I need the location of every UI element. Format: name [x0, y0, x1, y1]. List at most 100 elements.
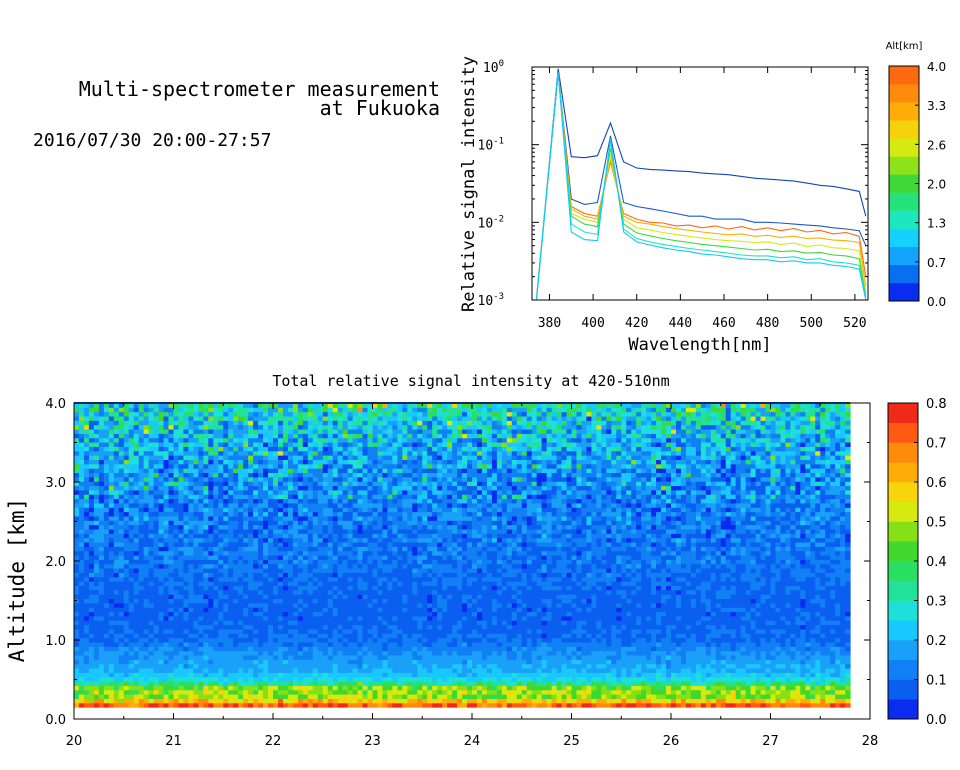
heatmap-cell: [302, 437, 309, 443]
heatmap-cell: [372, 681, 378, 686]
heatmap-cell: [263, 403, 269, 408]
heatmap-cell: [163, 637, 170, 643]
heatmap-cell: [208, 681, 214, 686]
heatmap-cell: [228, 529, 234, 534]
heatmap-cell: [193, 459, 199, 465]
heatmap-cell: [213, 489, 219, 495]
heatmap-cell: [163, 563, 170, 569]
heatmap-cell: [74, 411, 80, 417]
heatmap-cell: [407, 555, 413, 560]
heatmap-cell: [223, 429, 229, 434]
heatmap-cell: [233, 507, 239, 513]
heatmap-cell: [103, 507, 110, 513]
heatmap-cell: [188, 446, 194, 452]
heatmap-cell: [317, 476, 324, 482]
heatmap-cell: [108, 563, 115, 569]
heatmap-cell: [407, 403, 413, 408]
heatmap-cell: [287, 515, 294, 521]
heatmap-cell: [203, 407, 209, 413]
heatmap-cell: [103, 628, 110, 634]
heatmap-cell: [203, 655, 209, 660]
heatmap-cell: [397, 559, 403, 565]
heatmap-cell: [268, 450, 274, 456]
heatmap-cell: [342, 620, 349, 626]
heatmap-cell: [138, 476, 145, 482]
heatmap-cell: [392, 611, 398, 617]
heatmap-cell: [357, 502, 364, 508]
heatmap-cell: [223, 663, 229, 669]
spectrum-y-tick-exponent: -2: [493, 214, 504, 224]
heatmap-cell: [392, 468, 398, 474]
heatmap-cell: [173, 550, 179, 556]
heatmap-cell: [392, 420, 398, 426]
heatmap-cell: [287, 650, 294, 656]
heatmap-cell: [292, 702, 299, 708]
heatmap-cell: [258, 572, 264, 578]
heatmap-cell: [74, 537, 80, 543]
heatmap-cell: [372, 620, 378, 626]
heatmap-cell: [183, 442, 189, 447]
heatmap-cell: [78, 685, 85, 691]
heatmap-cell: [377, 515, 383, 521]
heatmap-cell: [138, 620, 145, 626]
heatmap-cell: [228, 689, 234, 695]
heatmap-cell: [322, 494, 329, 500]
heatmap-cell: [74, 672, 80, 678]
heatmap-cell: [412, 663, 418, 669]
heatmap-cell: [307, 572, 314, 578]
heatmap-cell: [377, 659, 383, 665]
heatmap-cell: [108, 589, 115, 595]
heatmap-cell: [163, 611, 170, 617]
heatmap-cell: [93, 515, 100, 521]
heatmap-cell: [397, 576, 403, 582]
heatmap-cell: [123, 416, 130, 421]
heatmap-cell: [213, 520, 219, 526]
heatmap-cell: [258, 429, 264, 434]
heatmap-cell: [143, 559, 150, 565]
heatmap-cell: [287, 442, 294, 447]
heatmap-cell: [397, 655, 403, 660]
heatmap-cell: [263, 459, 269, 465]
heatmap-cell: [168, 537, 174, 543]
heatmap-cell: [188, 420, 194, 426]
heatmap-cell: [307, 511, 314, 517]
heatmap-cell: [248, 442, 254, 447]
heatmap-cell: [103, 663, 110, 669]
heatmap-cell: [277, 702, 284, 708]
heatmap-cell: [168, 446, 174, 452]
heatmap-cell: [193, 676, 199, 682]
heatmap-cell: [218, 468, 224, 474]
altitude-legend-swatch: [889, 210, 919, 229]
heatmap-cell: [292, 685, 299, 691]
heatmap-cell: [78, 598, 85, 604]
heatmap-cell: [362, 537, 369, 543]
heatmap-cell: [128, 633, 135, 639]
heatmap-cell: [203, 641, 209, 647]
heatmap-cell: [183, 416, 189, 421]
heatmap-cell: [113, 585, 120, 591]
heatmap-cell: [113, 424, 120, 430]
heatmap-cell: [93, 628, 100, 634]
heatmap-cell: [233, 485, 239, 491]
heatmap-cell: [138, 685, 145, 691]
heatmap-cell: [173, 472, 179, 478]
heatmap-cell: [332, 515, 339, 521]
heatmap-cell: [163, 598, 170, 604]
heatmap-cell: [138, 468, 145, 474]
heatmap-cell: [387, 611, 393, 617]
heatmap-cell: [123, 585, 130, 591]
heatmap-cell: [238, 568, 244, 573]
heatmap-cell: [307, 694, 314, 699]
heatmap-cell: [412, 685, 418, 691]
heatmap-cell: [322, 546, 329, 552]
heatmap-cell: [103, 537, 110, 543]
heatmap-cell: [397, 594, 403, 600]
heatmap-cell: [287, 550, 294, 556]
heatmap-cell: [103, 602, 110, 608]
heatmap-cell: [273, 507, 279, 513]
heatmap-cell: [173, 615, 179, 621]
heatmap-cell: [268, 411, 274, 417]
heatmap-cell: [168, 581, 174, 586]
heatmap-cell: [307, 455, 314, 460]
heatmap-cell: [78, 594, 85, 600]
